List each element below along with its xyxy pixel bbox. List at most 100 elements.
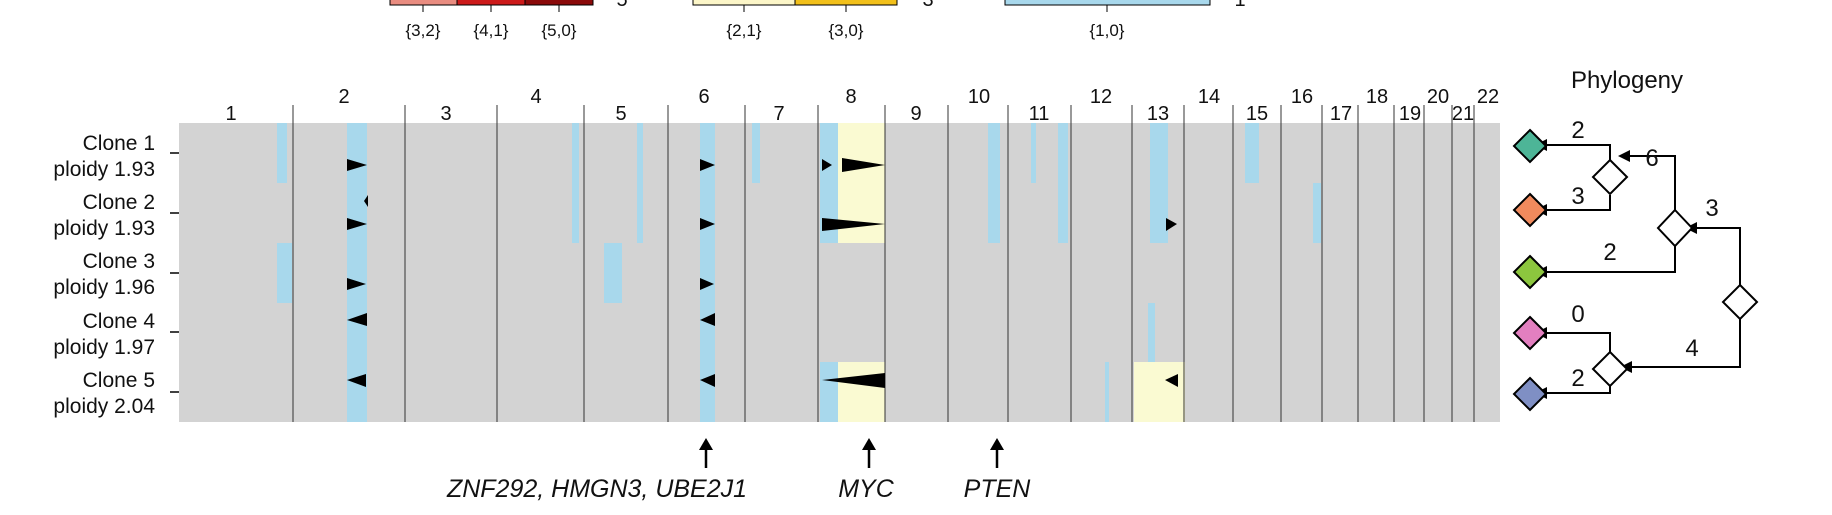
branch-label-clone3: 2: [1603, 239, 1616, 266]
del-region-chr13: [1150, 123, 1168, 243]
chr-label-20: 20: [1427, 86, 1449, 108]
loh-region-chr8-clone2: [838, 183, 885, 243]
chromosome-labels: 1 2 3 4 5 6 7 8 9 10 11 12 13 14 15 16 1…: [225, 86, 1499, 125]
del-region-chr1-clone3: [277, 243, 292, 303]
phylogeny-leaf-clone4: [1512, 315, 1548, 351]
deletion-legend: {1,0} 1: [1004, 0, 1246, 40]
clone-3-name: Clone 3: [83, 250, 155, 273]
clone-4-name: Clone 4: [83, 310, 156, 333]
event-marker-chr8a-clone1: [822, 159, 832, 171]
event-marker-chr2-clone5: [347, 374, 366, 387]
del-region-chr11b: [1058, 123, 1068, 243]
event-marker-chr13-clone2: [1166, 218, 1177, 231]
del-region-chr5-clone3: [604, 243, 622, 303]
del-region-chr13-clone4: [1148, 303, 1155, 362]
event-marker-chr2-clone2-small: [364, 195, 368, 207]
event-marker-chr6-clone4: [700, 313, 715, 326]
branch-label-node-c: 4: [1685, 335, 1698, 362]
chr-label-18: 18: [1366, 86, 1388, 108]
gene-arrow-chr8: [862, 438, 876, 468]
event-marker-chr6-clone2: [700, 218, 715, 230]
loh-region-chr8-clone1: [838, 123, 885, 183]
clone-2-ploidy: ploidy 1.93: [53, 217, 155, 240]
del-region-chr5: [572, 123, 579, 243]
chr-label-21: 21: [1452, 103, 1474, 125]
phylogeny-title: Phylogeny: [1571, 67, 1683, 94]
clone-labels: Clone 1 ploidy 1.93 Clone 2 ploidy 1.93 …: [53, 132, 179, 418]
chr-label-15: 15: [1246, 103, 1268, 125]
clone-2-name: Clone 2: [83, 191, 155, 214]
amp-label-3: {5,0}: [542, 21, 577, 40]
loh-region-chr13-clone5: [1134, 362, 1185, 422]
loh-regions: [838, 123, 1185, 422]
event-marker-chr13-clone5: [1165, 374, 1178, 387]
phylogeny-node-c: [1591, 350, 1629, 388]
chr-label-8: 8: [845, 86, 856, 108]
loh-label-1: {2,1}: [727, 21, 762, 40]
del-region-chr12-clone5: [1105, 362, 1109, 422]
chromosome-boundaries: [292, 105, 1475, 422]
phylogeny-leaf-clone5: [1512, 376, 1548, 412]
event-marker-chr2-clone2: [347, 218, 367, 230]
chr-label-10: 10: [968, 86, 990, 108]
amp-scale-end: 5: [616, 0, 627, 11]
event-marker-chr2-clone4: [347, 313, 367, 326]
chr-label-11: 11: [1029, 103, 1050, 125]
del-region-chr7: [752, 123, 760, 183]
chr-label-3: 3: [440, 103, 451, 125]
event-markers: [347, 158, 1178, 388]
event-marker-chr6-clone5: [700, 374, 715, 387]
event-marker-chr2-clone1: [347, 159, 367, 171]
event-marker-chr8-clone2: [822, 218, 885, 231]
gene-label-znf292: ZNF292, HMGN3, UBE2J1: [446, 475, 747, 503]
loh-region-chr8-clone5: [838, 362, 885, 422]
chr-label-4: 4: [530, 86, 541, 108]
color-legend: {3,2} {4,1} {5,0} 5 {2,1} {3,0} 3 {1,0} …: [389, 0, 1246, 40]
loh-swatch-2: [794, 0, 898, 6]
chr-label-12: 12: [1090, 86, 1112, 108]
phylogeny-node-a: [1656, 208, 1694, 248]
event-marker-chr2-clone3: [347, 278, 366, 290]
loh-label-2: {3,0}: [829, 21, 864, 40]
chr-label-6: 6: [698, 86, 709, 108]
chr-label-5: 5: [615, 103, 626, 125]
chr-label-7: 7: [773, 103, 784, 125]
gene-arrow-chr10: [990, 438, 1004, 468]
chr-label-2: 2: [338, 86, 349, 108]
amp-swatch-2: [456, 0, 526, 6]
branch-label-node-a: 3: [1705, 195, 1718, 222]
phylogeny-leaf-clone2: [1512, 192, 1548, 228]
del-region-chr2: [347, 123, 367, 422]
event-marker-chr6-clone3: [700, 278, 714, 290]
del-region-chr15: [1245, 123, 1259, 183]
chr-label-16: 16: [1291, 86, 1313, 108]
del-region-chr5b: [637, 123, 643, 243]
amp-swatch-3: [524, 0, 594, 6]
branch-label-clone2: 3: [1571, 183, 1584, 210]
gene-arrow-chr6: [699, 438, 713, 468]
phylogeny-leaf-clone1: [1512, 128, 1548, 164]
phylogeny-node-b: [1591, 158, 1629, 196]
chr-label-13: 13: [1147, 103, 1169, 125]
deletion-regions: [277, 123, 1321, 422]
chr-label-1: 1: [225, 103, 236, 125]
gene-label-pten: PTEN: [964, 475, 1032, 503]
loh-scale-end: 3: [922, 0, 933, 11]
chr-label-22: 22: [1477, 86, 1499, 108]
chr-label-14: 14: [1198, 86, 1220, 108]
amp-label-1: {3,2}: [406, 21, 441, 40]
chr-label-19: 19: [1399, 103, 1421, 125]
branch-label-node-b: 6: [1645, 145, 1658, 172]
gene-annotations: ZNF292, HMGN3, UBE2J1 MYC PTEN: [446, 438, 1031, 503]
branch-label-clone1: 2: [1571, 117, 1584, 144]
del-region-chr10: [988, 123, 1000, 243]
del-region-chr6: [700, 123, 715, 422]
chr-label-17: 17: [1330, 103, 1352, 125]
del-label-1: {1,0}: [1090, 21, 1125, 40]
amp-label-2: {4,1}: [474, 21, 509, 40]
gene-label-myc: MYC: [838, 475, 895, 503]
clone-3-ploidy: ploidy 1.96: [53, 276, 155, 299]
phylogeny-root-node: [1721, 283, 1759, 321]
amp-swatch-1: [389, 0, 458, 6]
